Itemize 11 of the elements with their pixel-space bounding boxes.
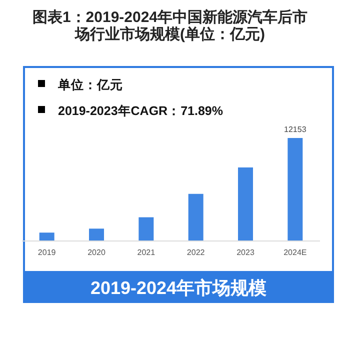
x-tick-label: 2020 [88, 248, 106, 257]
x-tick-label: 2022 [186, 248, 206, 257]
x-tick-label: 2024E [284, 248, 307, 257]
x-tick-label: 2019 [38, 248, 56, 257]
text: 2019-2023年CAGR：71.89% [58, 104, 223, 118]
title: 图表1：2019-2024年中国新能源汽车后市场行业市场规模(单位：亿元) [32, 9, 308, 43]
text: 2019-2024年市场规模 [90, 278, 267, 298]
text: 单位：亿元 [57, 77, 123, 92]
x-tick-label: 2021 [137, 248, 156, 257]
data-label: 12153 [284, 125, 307, 134]
x-tick-label: 2023 [236, 248, 255, 257]
